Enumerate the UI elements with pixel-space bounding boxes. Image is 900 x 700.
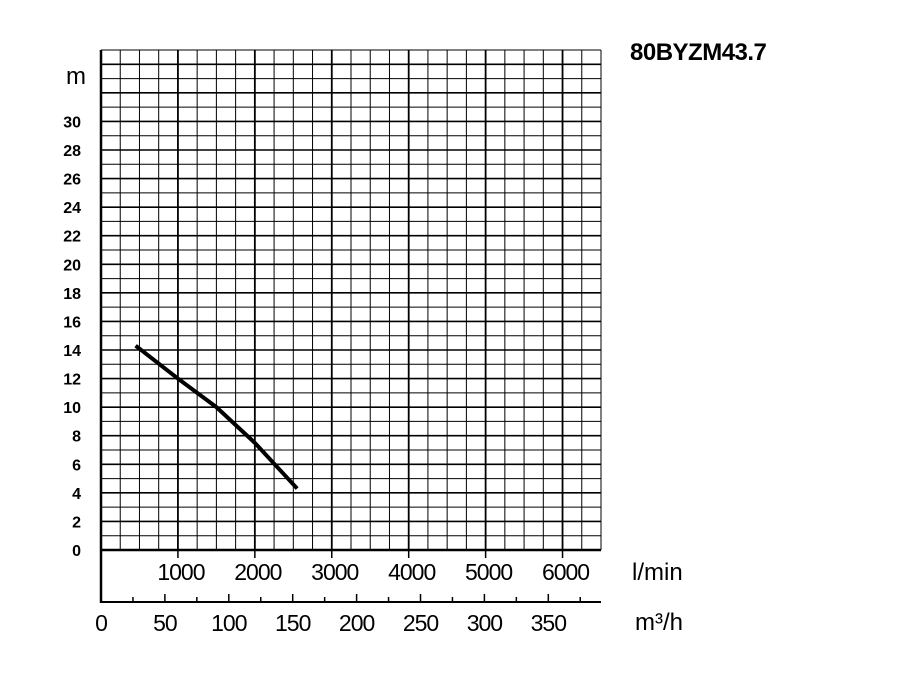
- x-primary-tick-label: 1000: [157, 559, 204, 585]
- y-tick-label: 8: [72, 429, 81, 446]
- y-tick-label: 30: [63, 114, 81, 131]
- x-secondary-tick-label: 0: [95, 610, 107, 636]
- y-tick-label: 26: [63, 172, 81, 189]
- y-axis-label: m: [66, 63, 86, 90]
- y-tick-label: 4: [72, 486, 81, 503]
- x-secondary-tick-labels: 0 50 100 150 200 250 300 350: [95, 610, 567, 636]
- x-secondary-tick-label: 200: [339, 610, 375, 636]
- y-tick-label: 10: [63, 400, 81, 417]
- x-secondary-tick-label: 350: [531, 610, 567, 636]
- x-secondary-tick-label: 50: [153, 610, 177, 636]
- performance-curves: [134, 344, 299, 490]
- curve-line: [134, 344, 299, 490]
- x-primary-tick-label: 4000: [388, 559, 435, 585]
- plot-axes: [99, 50, 601, 603]
- x-primary-tick-label: 6000: [542, 559, 589, 585]
- plot-grid: [100, 49, 602, 551]
- y-tick-label: 20: [63, 257, 81, 274]
- x-secondary-tick-label: 150: [275, 610, 311, 636]
- y-tick-label: 14: [63, 343, 81, 360]
- y-tick-label: 24: [63, 200, 81, 217]
- x-secondary-tick-label: 250: [403, 610, 439, 636]
- y-tick-label: 18: [63, 286, 81, 303]
- y-tick-label: 16: [63, 314, 81, 331]
- x-primary-tick-label: 3000: [311, 559, 358, 585]
- x-primary-tick-label: 5000: [465, 559, 512, 585]
- x-secondary-tick-label: 300: [467, 610, 503, 636]
- x-axis-label-secondary: m³/h: [635, 609, 683, 636]
- y-tick-label: 22: [63, 229, 81, 246]
- y-tick-label: 28: [63, 143, 81, 160]
- x-primary-tick-label: 2000: [234, 559, 281, 585]
- chart-title: 80BYZM43.7: [630, 39, 767, 66]
- y-tick-label: 12: [63, 372, 81, 389]
- x-primary-tick-labels: 1000 2000 3000 4000 5000 6000: [157, 559, 590, 585]
- x-axis-label-primary: l/min: [632, 559, 683, 586]
- y-tick-label: 6: [72, 457, 81, 474]
- x-secondary-tick-label: 100: [211, 610, 247, 636]
- y-tick-label: 0: [72, 543, 81, 560]
- y-tick-label: 2: [72, 514, 81, 531]
